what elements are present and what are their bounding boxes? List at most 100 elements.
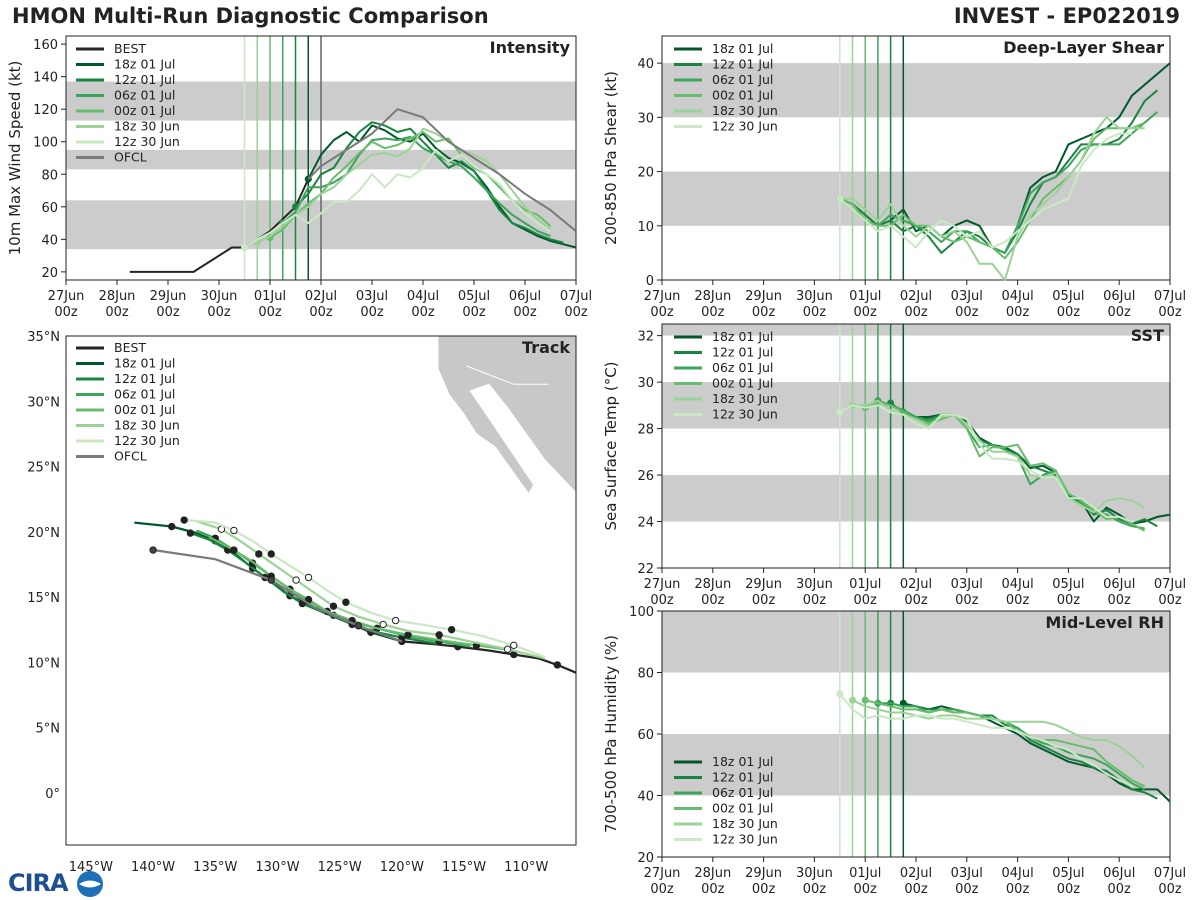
x-tick-label: 03Jul bbox=[951, 577, 983, 592]
x-tick-sublabel: 00z bbox=[564, 305, 588, 320]
x-tick-sublabel: 00z bbox=[1108, 305, 1132, 320]
series-line bbox=[307, 124, 577, 249]
x-tick-label: 29Jun bbox=[150, 289, 187, 304]
track-point bbox=[379, 620, 387, 629]
x-tick-label: 06Jul bbox=[1103, 289, 1135, 304]
x-tick-sublabel: 00z bbox=[1158, 882, 1182, 897]
legend-label: OFCL bbox=[114, 150, 147, 165]
threshold-band bbox=[662, 611, 1170, 673]
x-tick-label: 07Jul bbox=[560, 289, 592, 304]
track-point bbox=[435, 631, 443, 639]
x-tick-sublabel: 00z bbox=[701, 305, 725, 320]
x-tick-sublabel: 00z bbox=[360, 305, 384, 320]
x-tick-label: 03Jul bbox=[951, 289, 983, 304]
x-tick-label: 27Jun bbox=[48, 289, 85, 304]
x-tick-label: 27Jun bbox=[644, 289, 681, 304]
x-tick-sublabel: 00z bbox=[1006, 882, 1030, 897]
y-tick-label: 60 bbox=[637, 728, 654, 743]
legend-label: 00z 01 Jul bbox=[114, 402, 175, 417]
legend-label: 18z 01 Jul bbox=[712, 754, 773, 769]
x-tick-sublabel: 00z bbox=[854, 305, 878, 320]
x-tick-sublabel: 00z bbox=[1108, 593, 1132, 608]
y-axis-label: Sea Surface Temp (°C) bbox=[602, 361, 620, 530]
y-tick-label: 10 bbox=[637, 220, 654, 235]
threshold-band bbox=[662, 171, 1170, 226]
lon-label: 115°W bbox=[442, 860, 486, 875]
x-tick-sublabel: 00z bbox=[1057, 882, 1081, 897]
y-tick-label: 28 bbox=[637, 423, 654, 438]
x-tick-sublabel: 00z bbox=[803, 882, 827, 897]
y-tick-label: 20 bbox=[637, 851, 654, 866]
y-tick-label: 80 bbox=[637, 667, 654, 682]
track-point bbox=[255, 550, 263, 558]
x-tick-sublabel: 00z bbox=[803, 305, 827, 320]
legend-label: 12z 01 Jul bbox=[712, 345, 773, 360]
x-tick-label: 04Jul bbox=[1001, 289, 1033, 304]
y-tick-label: 30 bbox=[637, 376, 654, 391]
lat-label: 0° bbox=[45, 787, 60, 802]
track-point bbox=[447, 625, 456, 634]
lat-label: 20°N bbox=[27, 526, 60, 541]
series-line bbox=[839, 404, 1133, 523]
x-tick-label: 05Jul bbox=[1052, 289, 1084, 304]
legend-label: 18z 30 Jun bbox=[712, 391, 778, 406]
x-tick-label: 27Jun bbox=[644, 577, 681, 592]
legend-label: 18z 01 Jul bbox=[114, 57, 175, 72]
lon-label: 135°W bbox=[193, 860, 237, 875]
x-tick-label: 27Jun bbox=[644, 866, 681, 881]
track-point bbox=[180, 516, 188, 524]
y-tick-label: 80 bbox=[41, 168, 58, 183]
x-tick-label: 07Jul bbox=[1154, 289, 1186, 304]
y-tick-label: 160 bbox=[33, 38, 58, 53]
shear-panel: 01020304027Jun00z28Jun00z29Jun00z30Jun00… bbox=[602, 35, 1186, 320]
track-point bbox=[230, 546, 238, 554]
panel-title: Mid-Level RH bbox=[1045, 613, 1164, 632]
lat-label: 10°N bbox=[27, 656, 60, 671]
y-axis-label: 700-500 hPa Humidity (%) bbox=[602, 635, 620, 833]
x-tick-sublabel: 00z bbox=[309, 305, 333, 320]
track-point bbox=[503, 645, 512, 653]
threshold-band bbox=[662, 475, 1170, 522]
init-marker bbox=[241, 243, 248, 251]
track-point bbox=[304, 573, 313, 582]
x-tick-sublabel: 00z bbox=[803, 593, 827, 608]
x-tick-sublabel: 00z bbox=[411, 305, 435, 320]
legend-label: 12z 30 Jun bbox=[114, 134, 180, 149]
track-point bbox=[354, 622, 363, 630]
plot-area bbox=[662, 324, 1170, 568]
init-marker bbox=[836, 195, 844, 203]
panel-title: Intensity bbox=[490, 38, 571, 57]
lon-label: 125°W bbox=[318, 860, 362, 875]
x-tick-label: 01Jul bbox=[849, 866, 881, 881]
legend-label: 06z 01 Jul bbox=[712, 360, 773, 375]
track-point bbox=[391, 616, 400, 625]
x-tick-sublabel: 00z bbox=[462, 305, 486, 320]
x-tick-label: 29Jun bbox=[745, 289, 782, 304]
series-line bbox=[903, 702, 1171, 803]
legend-label: 18z 01 Jul bbox=[712, 41, 773, 56]
lon-label: 130°W bbox=[255, 860, 299, 875]
series-line bbox=[839, 116, 1145, 281]
series-line bbox=[839, 132, 1132, 249]
legend-label: 06z 01 Jul bbox=[712, 72, 773, 87]
y-axis-label: 200-850 hPa Shear (kt) bbox=[602, 71, 620, 245]
track-point bbox=[292, 576, 300, 584]
y-tick-label: 20 bbox=[41, 266, 58, 281]
x-tick-sublabel: 00z bbox=[513, 305, 537, 320]
series-line bbox=[307, 108, 577, 232]
x-tick-sublabel: 00z bbox=[1006, 305, 1030, 320]
x-tick-sublabel: 00z bbox=[1057, 305, 1081, 320]
y-axis-label: 10m Max Wind Speed (kt) bbox=[6, 61, 24, 256]
series-line bbox=[243, 148, 552, 249]
y-tick-label: 60 bbox=[41, 201, 58, 216]
init-marker bbox=[849, 696, 856, 704]
threshold-band bbox=[662, 382, 1170, 429]
legend-label: 12z 01 Jul bbox=[114, 72, 175, 87]
x-tick-sublabel: 00z bbox=[258, 305, 282, 320]
lon-label: 120°W bbox=[380, 860, 424, 875]
track-point bbox=[186, 529, 195, 537]
x-tick-sublabel: 00z bbox=[1057, 593, 1081, 608]
sst-panel: 22242628303227Jun00z28Jun00z29Jun00z30Ju… bbox=[602, 323, 1186, 608]
track-panel: 0° 5°N 10°N 15°N 20°N 25°N 30°N 35°N 145°W 140°W 1… bbox=[27, 330, 577, 875]
